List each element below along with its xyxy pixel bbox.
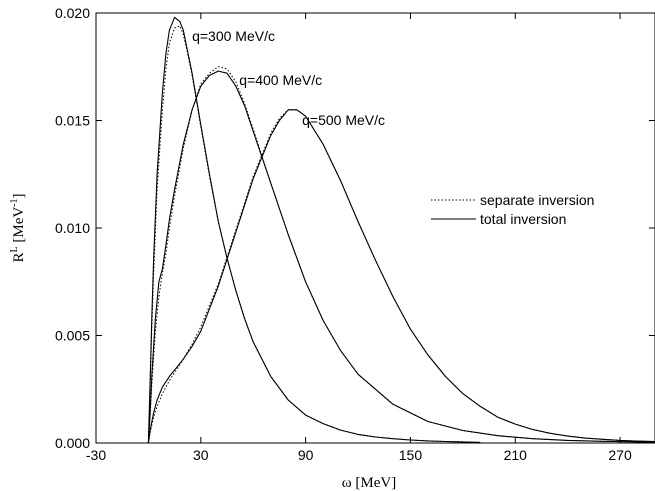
legend: separate inversion total inversion <box>431 192 594 227</box>
plot-frame <box>95 12 655 444</box>
y-label-symbol: R <box>11 253 27 263</box>
x-tick-label: 30 <box>193 447 209 463</box>
curve-annotation: q=400 MeV/c <box>239 72 322 88</box>
x-tick-label: 270 <box>608 447 632 463</box>
y-tick-label: 0.015 <box>55 113 90 129</box>
curve-annotation: q=300 MeV/c <box>192 28 275 44</box>
legend-label-total: total inversion <box>480 211 566 227</box>
x-tick-label: 150 <box>399 447 423 463</box>
series-line-solid <box>147 70 655 444</box>
x-axis-label: ω [MeV] <box>342 475 396 491</box>
series-line-dotted <box>147 66 655 444</box>
x-tick-label: -30 <box>86 447 106 463</box>
series-line-solid <box>147 109 655 444</box>
y-tick-label: 0.005 <box>55 328 90 344</box>
y-label-unit: [MeV <box>11 207 27 247</box>
y-axis-label: RL [MeV-1] <box>9 193 27 262</box>
y-tick-label: 0.010 <box>55 220 90 236</box>
y-label-superscript: L <box>9 246 20 252</box>
curve-annotations: q=300 MeV/c q=400 MeV/c q=500 MeV/c <box>192 28 385 128</box>
y-tick-label: 0.000 <box>55 435 90 451</box>
y-label-close: ] <box>11 193 27 198</box>
x-tick-label: 90 <box>298 447 314 463</box>
series-line-dotted <box>147 109 655 444</box>
y-tick-label: 0.020 <box>55 5 90 21</box>
y-label-unit-exponent: -1 <box>9 198 20 206</box>
curves <box>147 16 655 444</box>
legend-label-separate: separate inversion <box>480 192 594 208</box>
x-tick-label: 210 <box>504 447 528 463</box>
axis-ticks: -30 30 90 150 210 270 0.000 0.005 0.010 0.015 0.02… <box>55 5 655 463</box>
series-line-dotted <box>147 25 481 444</box>
curve-annotation: q=500 MeV/c <box>302 112 385 128</box>
